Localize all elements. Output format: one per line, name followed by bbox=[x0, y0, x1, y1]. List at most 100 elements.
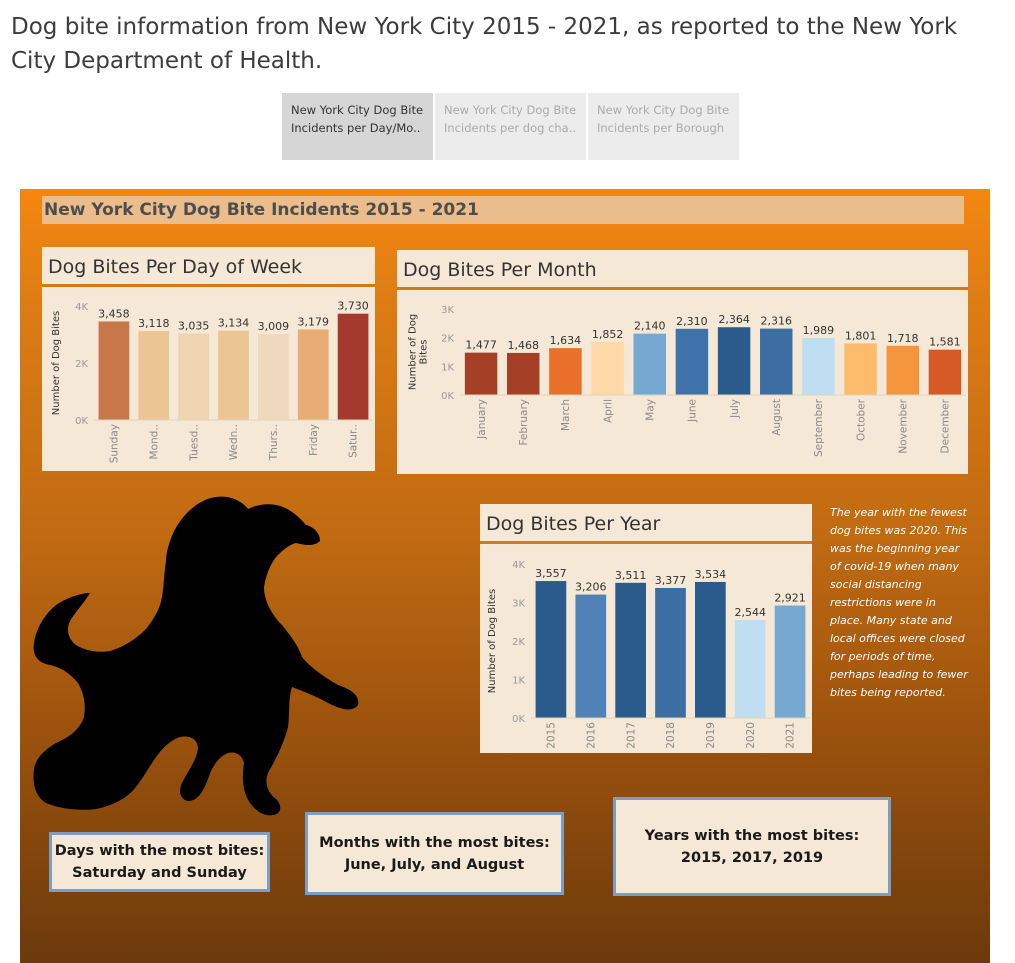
x-tick-label: June bbox=[687, 399, 699, 423]
value-label: 2,310 bbox=[676, 315, 708, 328]
day-of-week-chart-title: Dog Bites Per Day of Week bbox=[42, 247, 375, 287]
day-of-week-chart[interactable]: Number of Dog Bites 0K 2K 4K 3,458 Sunday 3,11… bbox=[42, 290, 375, 471]
years-callout: Years with the most bites: 2015, 2017, 2… bbox=[613, 797, 891, 896]
bar bbox=[615, 582, 646, 718]
y-axis-title: Number of Dog Bites bbox=[487, 589, 498, 693]
year-chart-title: Dog Bites Per Year bbox=[480, 504, 812, 544]
bar bbox=[337, 313, 369, 420]
x-tick-label: 2021 bbox=[785, 722, 797, 749]
month-chart[interactable]: Number of Dog Bites 0K 1K 2K 3K 1,477 January 1,… bbox=[397, 293, 968, 474]
tab-borough[interactable]: New York City Dog Bite Incidents per Bor… bbox=[588, 93, 739, 160]
bar bbox=[655, 587, 686, 718]
value-label: 1,801 bbox=[845, 329, 877, 342]
y-tick-label: 0K bbox=[512, 714, 525, 725]
x-tick-label: Friday bbox=[308, 424, 320, 456]
bar bbox=[844, 343, 877, 395]
year-chart[interactable]: Number of Dog Bites 0K 1K 2K 3K 4K 3,557 2015 3,… bbox=[480, 547, 812, 753]
x-tick-label: Mond.. bbox=[148, 424, 160, 459]
value-label: 3,035 bbox=[178, 320, 210, 333]
bar bbox=[717, 327, 751, 395]
x-tick-label: January bbox=[476, 399, 488, 440]
x-tick-label: April bbox=[602, 399, 614, 423]
bar bbox=[928, 349, 962, 395]
dog-silhouette-icon bbox=[33, 496, 359, 816]
page-title: Dog bite information from New York City … bbox=[11, 14, 958, 74]
bar bbox=[98, 321, 130, 420]
x-tick-label: Tuesd.. bbox=[188, 424, 200, 462]
x-tick-label: Sunday bbox=[109, 424, 121, 463]
dashboard: New York City Dog Bite Incidents 2015 - … bbox=[20, 189, 990, 963]
tab-label-line1: New York City Dog Bite bbox=[597, 103, 730, 117]
x-tick-label: December bbox=[940, 398, 952, 453]
value-label: 3,377 bbox=[655, 574, 687, 587]
bar bbox=[591, 341, 624, 395]
x-tick-label: 2017 bbox=[625, 722, 637, 749]
y-tick-label: 4K bbox=[512, 560, 525, 571]
y-tick-label: 1K bbox=[512, 676, 525, 687]
month-panel: Dog Bites Per Month Number of Dog Bites 0K… bbox=[397, 250, 968, 474]
bar bbox=[633, 333, 666, 395]
dashboard-title: New York City Dog Bite Incidents 2015 - … bbox=[42, 196, 964, 224]
tab-dog-characteristics[interactable]: New York City Dog Bite Incidents per dog… bbox=[435, 93, 586, 160]
y-tick-label: 4K bbox=[75, 302, 88, 313]
value-label: 3,134 bbox=[218, 317, 250, 330]
tab-label-line2: Incidents per Borough bbox=[597, 121, 725, 135]
covid-note: The year with the fewest dog bites was 2… bbox=[830, 506, 968, 699]
months-callout-line1: Months with the most bites: bbox=[319, 834, 550, 851]
value-label: 1,718 bbox=[887, 332, 919, 345]
y-tick-label: 0K bbox=[441, 391, 454, 402]
bar bbox=[297, 329, 329, 420]
bar bbox=[178, 333, 209, 420]
months-callout: Months with the most bites: June, July, … bbox=[305, 812, 564, 895]
bar bbox=[535, 581, 567, 718]
x-tick-label: February bbox=[518, 399, 530, 446]
value-label: 1,468 bbox=[508, 339, 540, 352]
value-label: 3,179 bbox=[297, 315, 329, 328]
tab-label-line1: New York City Dog Bite bbox=[291, 103, 424, 117]
bar bbox=[575, 594, 607, 718]
value-label: 2,544 bbox=[734, 606, 766, 619]
bar bbox=[507, 352, 540, 395]
years-callout-line2: 2015, 2017, 2019 bbox=[680, 849, 824, 866]
year-panel: Dog Bites Per Year Number of Dog Bites 0K… bbox=[480, 504, 812, 753]
value-label: 2,921 bbox=[774, 592, 806, 605]
y-axis-title: Number of Dog Bites bbox=[51, 311, 62, 415]
value-label: 1,989 bbox=[803, 324, 835, 337]
value-label: 1,477 bbox=[465, 339, 497, 352]
tab-day-month[interactable]: New York City Dog Bite Incidents per Day… bbox=[282, 93, 433, 160]
days-callout: Days with the most bites: Saturday and S… bbox=[49, 832, 270, 892]
x-tick-label: October bbox=[855, 398, 867, 441]
y-axis-title: Bites bbox=[419, 340, 430, 365]
x-tick-label: July bbox=[729, 399, 741, 419]
value-label: 3,557 bbox=[535, 567, 567, 580]
x-tick-label: May bbox=[644, 399, 656, 421]
months-callout-line2: June, July, and August bbox=[344, 856, 525, 873]
y-tick-label: 3K bbox=[441, 305, 454, 316]
value-label: 3,730 bbox=[337, 300, 369, 313]
value-label: 3,009 bbox=[258, 320, 290, 333]
x-tick-label: August bbox=[771, 399, 783, 436]
value-label: 2,316 bbox=[761, 315, 793, 328]
day-of-week-panel: Dog Bites Per Day of Week Number of Dog … bbox=[42, 247, 375, 471]
days-callout-line1: Days with the most bites: bbox=[54, 843, 265, 859]
y-tick-label: 2K bbox=[75, 359, 88, 370]
x-tick-label: November bbox=[897, 398, 909, 453]
value-label: 1,581 bbox=[929, 336, 961, 349]
y-tick-label: 2K bbox=[441, 334, 454, 345]
y-tick-label: 0K bbox=[75, 416, 88, 427]
bar bbox=[886, 345, 919, 395]
tab-label-line2: Incidents per dog cha.. bbox=[444, 121, 577, 135]
x-tick-label: 2018 bbox=[665, 722, 677, 749]
days-callout-line2: Saturday and Sunday bbox=[72, 865, 247, 881]
y-tick-label: 2K bbox=[512, 637, 525, 648]
value-label: 3,511 bbox=[615, 569, 647, 582]
value-label: 3,458 bbox=[98, 307, 130, 320]
y-tick-label: 1K bbox=[441, 362, 454, 373]
value-label: 2,140 bbox=[634, 320, 666, 333]
bar bbox=[760, 328, 793, 395]
x-tick-label: 2015 bbox=[546, 722, 558, 749]
value-label: 1,852 bbox=[592, 328, 624, 341]
bar bbox=[138, 331, 170, 420]
value-label: 3,118 bbox=[138, 317, 170, 330]
y-axis-title: Number of Dog bbox=[408, 314, 419, 390]
